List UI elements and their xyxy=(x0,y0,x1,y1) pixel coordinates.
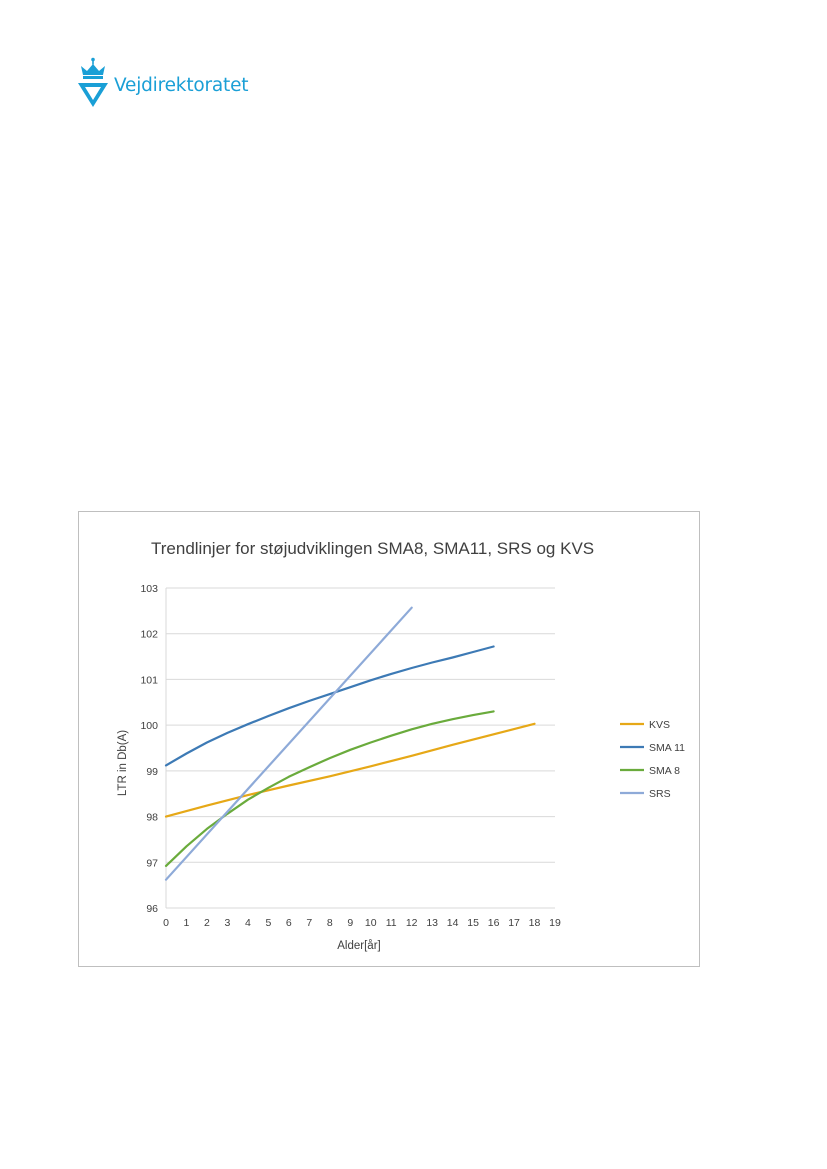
x-tick-label: 4 xyxy=(245,917,251,929)
x-tick-label: 12 xyxy=(406,917,418,929)
y-axis-title: LTR in Db(A) xyxy=(117,730,129,796)
y-tick-label: 101 xyxy=(140,674,158,686)
x-tick-label: 3 xyxy=(224,917,230,929)
y-tick-label: 98 xyxy=(146,812,158,824)
x-tick-label: 17 xyxy=(508,917,520,929)
x-tick-label: 9 xyxy=(347,917,353,929)
crown-shield-icon xyxy=(78,57,108,107)
x-tick-label: 0 xyxy=(163,917,169,929)
x-tick-label: 11 xyxy=(386,917,397,929)
y-tick-label: 102 xyxy=(140,629,158,641)
series-line-kvs xyxy=(164,722,536,818)
x-tick-label: 7 xyxy=(306,917,312,929)
chart-title: Trendlinjer for støjudviklingen SMA8, SM… xyxy=(151,539,594,558)
series-line-sma-8 xyxy=(164,710,495,867)
x-tick-label: 18 xyxy=(529,917,541,929)
series-line-srs xyxy=(164,606,413,881)
vejdirektoratet-logo: Vejdirektoratet xyxy=(78,57,249,107)
x-tick-label: 8 xyxy=(327,917,333,929)
x-tick-label: 6 xyxy=(286,917,292,929)
chart-container: Trendlinjer for støjudviklingen SMA8, SM… xyxy=(78,511,700,967)
x-tick-label: 19 xyxy=(549,917,561,929)
legend-label: SMA 8 xyxy=(649,765,680,777)
x-tick-label: 14 xyxy=(447,917,459,929)
y-tick-label: 100 xyxy=(140,720,158,732)
x-tick-label: 13 xyxy=(426,917,438,929)
x-tick-label: 1 xyxy=(184,917,190,929)
line-chart: Trendlinjer for støjudviklingen SMA8, SM… xyxy=(117,539,685,952)
logo-text: Vejdirektoratet xyxy=(114,75,249,96)
y-tick-label: 96 xyxy=(146,903,158,915)
legend-label: SRS xyxy=(649,788,671,800)
x-tick-label: 2 xyxy=(204,917,210,929)
x-axis-title: Alder[år] xyxy=(337,940,380,952)
x-tick-label: 10 xyxy=(365,917,377,929)
series-line-sma-11 xyxy=(164,645,495,767)
legend-label: SMA 11 xyxy=(649,742,685,754)
x-tick-label: 15 xyxy=(467,917,479,929)
legend-label: KVS xyxy=(649,719,670,731)
y-tick-label: 97 xyxy=(146,857,158,869)
y-tick-label: 99 xyxy=(146,766,158,778)
x-tick-label: 5 xyxy=(265,917,271,929)
y-tick-label: 103 xyxy=(140,583,158,595)
x-tick-label: 16 xyxy=(488,917,500,929)
